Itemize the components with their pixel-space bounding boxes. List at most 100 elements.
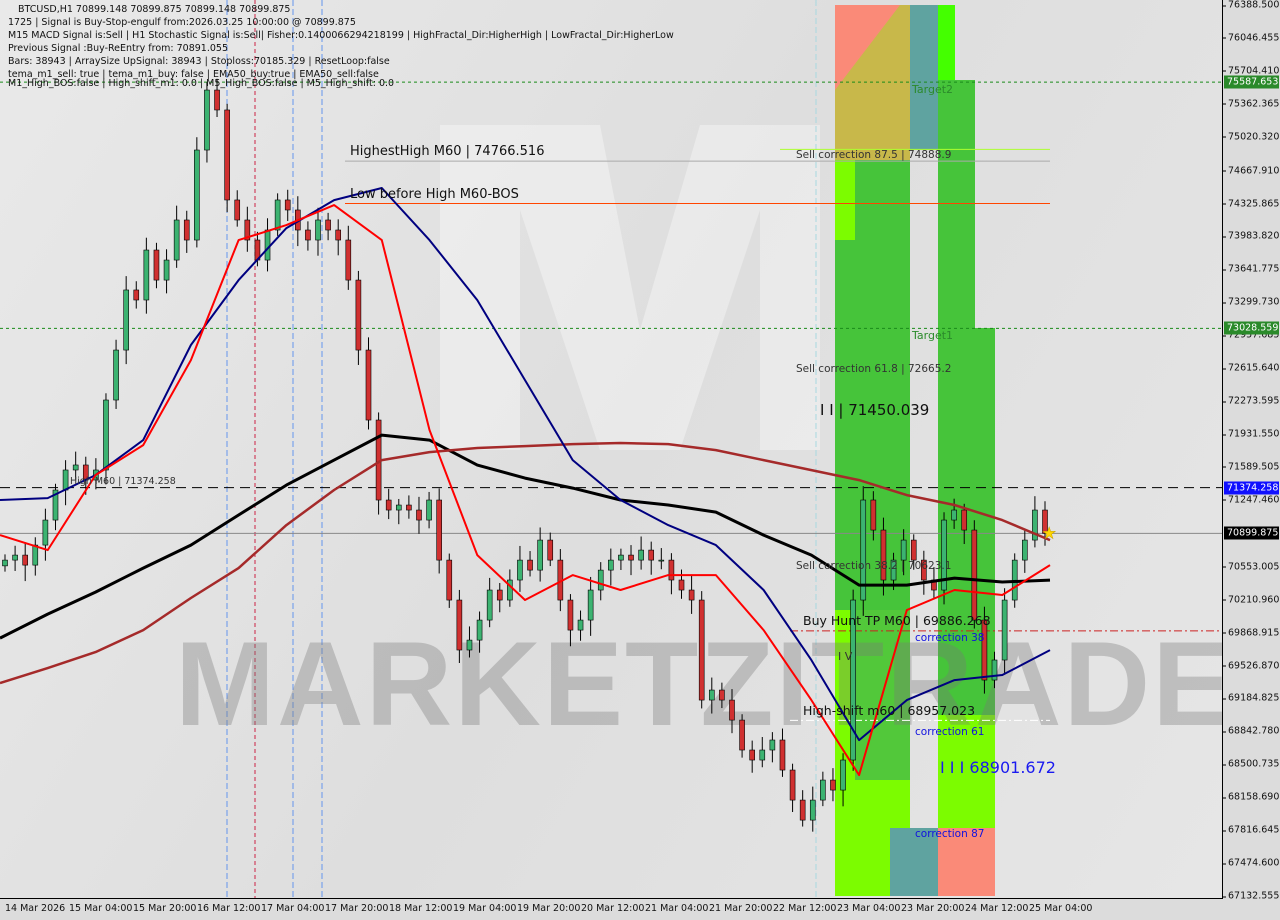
candle-bear — [880, 529, 887, 581]
candle-bear — [698, 599, 705, 701]
candle-bear — [779, 739, 786, 771]
time-axis[interactable]: 14 Mar 2026 15 Mar 04:00 15 Mar 20:00 16 Ma… — [0, 899, 1222, 920]
candle-bull — [52, 489, 59, 521]
time-tick-label: 23 Mar 04:00 — [837, 903, 901, 914]
candle-bull — [597, 569, 604, 591]
time-tick-label: 15 Mar 04:00 — [69, 903, 133, 914]
candle-bull — [123, 289, 129, 351]
sell-correction-382-label: Sell correction 38.2 | 70623.1 — [796, 560, 952, 572]
candle-bear — [436, 499, 442, 561]
candle-bear — [456, 599, 463, 651]
price-tick-label: 72273.595 — [1221, 395, 1280, 407]
candle-bull — [860, 499, 867, 601]
correction-38-label: correction 38 — [915, 632, 985, 644]
candle-bull — [809, 799, 816, 821]
candle-bear — [668, 559, 675, 581]
zone-salmon-low — [938, 828, 995, 896]
candle-bull — [759, 749, 766, 761]
price-tick-label: 68842.780 — [1221, 725, 1280, 737]
candle-bull — [486, 589, 493, 621]
bars-line: Bars: 38943 | ArraySize UpSignal: 38943 … — [8, 56, 390, 67]
price-tick-label: 69868.915 — [1221, 627, 1280, 639]
price-tick-label: 76388.500 — [1221, 0, 1280, 11]
price-tag: 70899.875 — [1224, 526, 1279, 540]
time-tick-label: 14 Mar 2026 — [5, 903, 66, 914]
candle-bull — [476, 619, 483, 641]
candle-bull — [890, 559, 897, 581]
candle-bull — [143, 249, 150, 301]
ma-red-line — [0, 204, 1051, 777]
price-tick-label: 69184.825 — [1221, 692, 1280, 704]
candle-bear — [910, 539, 917, 561]
level-68901-label: I I I 68901.672 — [940, 758, 1056, 777]
price-chart[interactable]: MARKETZITRADE ★ BTCUSD,H1 70899.148 7089… — [0, 0, 1223, 899]
price-tick-label: 75704.410 — [1221, 65, 1280, 77]
price-tick-label: 67474.600 — [1221, 857, 1280, 869]
candle-bear — [527, 559, 533, 571]
zone-teal-low — [890, 828, 938, 896]
candle-bear — [244, 219, 251, 241]
price-tick-label: 72957.685 — [1221, 329, 1280, 341]
candle-bull — [850, 599, 856, 761]
candle-bull — [951, 509, 957, 521]
high-shift-label: High-shift m60 | 68957.023 — [803, 703, 976, 718]
price-tick-label: 72615.640 — [1221, 362, 1280, 374]
candle-bull — [608, 559, 614, 571]
candle-bear — [729, 699, 735, 721]
price-tick-label: 73641.775 — [1221, 263, 1280, 275]
time-tick-label: 22 Mar 12:00 — [773, 903, 837, 914]
candle-bear — [1042, 509, 1048, 534]
candle-bull — [1032, 509, 1038, 541]
candle-bear — [365, 349, 372, 421]
candle-bear — [406, 504, 412, 511]
candle-bear — [547, 539, 554, 561]
price-tick-label: 67816.645 — [1221, 824, 1280, 836]
time-tick-label: 23 Mar 20:00 — [901, 903, 965, 914]
chart-zones — [226, 0, 995, 898]
ma-black-line — [0, 433, 1051, 640]
previous-signal-line: Previous Signal :Buy-ReEntry from: 70891… — [8, 43, 229, 54]
candle-bear — [385, 499, 392, 511]
candle-bear — [830, 779, 836, 791]
zone-bright — [938, 5, 955, 85]
price-tick-label: 73299.730 — [1221, 296, 1280, 308]
watermark-text: MARKETZITRADE — [175, 617, 1223, 751]
price-tick-label: 69526.870 — [1221, 660, 1280, 672]
candle-bull — [618, 554, 624, 561]
price-axis[interactable]: 76388.500 76046.455 75704.410 75362.365 7502… — [1221, 0, 1280, 902]
candle-bear — [335, 229, 342, 241]
candle-bear — [355, 279, 362, 351]
time-tick-label: 16 Mar 12:00 — [197, 903, 261, 914]
candle-bear — [688, 589, 695, 601]
price-tick-label: 73983.820 — [1221, 230, 1280, 242]
candle-bull — [466, 639, 473, 651]
price-tag: 73028.559 — [1224, 321, 1279, 335]
candle-bull — [32, 544, 39, 566]
candle-bear — [870, 499, 877, 531]
candle-bull — [315, 219, 321, 241]
candle-bear — [224, 109, 230, 201]
zone-teal — [910, 5, 938, 150]
candle-bear — [446, 559, 453, 601]
candle-bear — [921, 559, 927, 581]
time-tick-label: 21 Mar 20:00 — [709, 903, 773, 914]
candle-bear — [981, 619, 988, 681]
price-tag: 71374.258 — [1224, 481, 1279, 495]
price-tick-label: 67132.555 — [1221, 890, 1280, 902]
candle-bear — [648, 549, 655, 561]
candle-bear — [416, 509, 422, 521]
watermark-logo — [440, 125, 820, 450]
time-tick-label: 19 Mar 20:00 — [517, 903, 581, 914]
chart-canvas: ★ — [0, 78, 1222, 832]
candle-bull — [941, 519, 947, 591]
price-tick-label: 71931.550 — [1221, 428, 1280, 440]
candle-bear — [789, 769, 796, 801]
candle-bull — [113, 349, 119, 401]
price-tick-label: 70553.005 — [1221, 561, 1280, 573]
price-tick-label: 75020.320 — [1221, 131, 1280, 143]
candle-bull — [507, 579, 513, 601]
candle-bear — [214, 89, 220, 111]
candle-bull — [163, 259, 170, 281]
time-tick-label: 17 Mar 20:00 — [325, 903, 389, 914]
signal-line: 1725 | Signal is Buy-Stop-engulf from:20… — [8, 17, 356, 28]
